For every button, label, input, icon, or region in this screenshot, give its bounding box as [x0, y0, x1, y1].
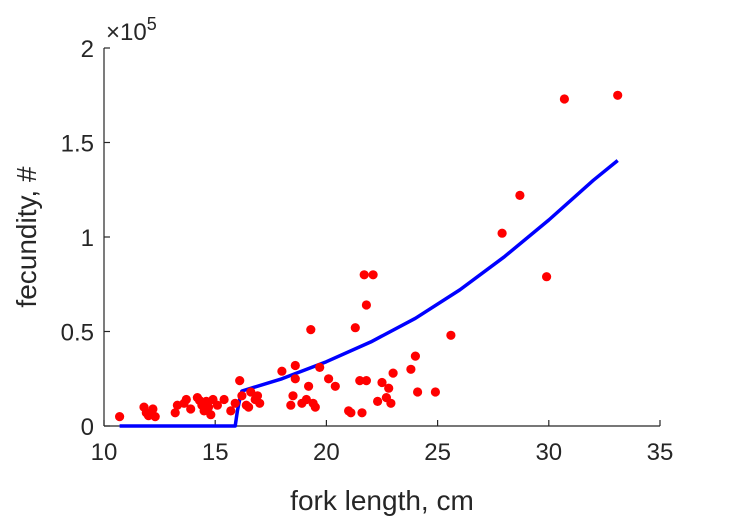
x-tick-label: 10 — [91, 439, 118, 466]
data-point — [235, 376, 245, 386]
data-point — [290, 374, 300, 384]
data-point — [212, 400, 222, 410]
data-point — [446, 330, 456, 340]
data-point — [186, 404, 196, 414]
data-point — [304, 381, 314, 391]
series-layer — [115, 90, 623, 428]
data-point — [361, 300, 371, 310]
data-point — [244, 402, 254, 412]
data-point — [315, 362, 325, 372]
y-ticks: 0 0.5 1 1.5 2 — [61, 36, 110, 441]
data-point — [330, 381, 340, 391]
data-point — [350, 323, 360, 333]
data-point — [181, 394, 191, 405]
data-point — [206, 410, 216, 420]
data-point — [430, 387, 440, 397]
data-point — [410, 351, 420, 361]
data-point — [368, 270, 378, 280]
data-point — [515, 190, 525, 200]
data-point — [413, 387, 423, 397]
data-point — [288, 391, 298, 401]
data-point — [559, 94, 570, 104]
data-point — [252, 391, 263, 401]
data-point — [406, 364, 416, 374]
data-point — [346, 408, 356, 418]
fit-curve — [119, 159, 619, 428]
data-point — [301, 394, 311, 405]
y-exponent-base: ×10 — [106, 19, 147, 46]
data-point — [388, 368, 398, 378]
x-tick-label: 20 — [313, 439, 340, 466]
data-point — [230, 398, 240, 408]
data-point — [377, 377, 387, 388]
data-point — [150, 412, 160, 422]
data-point — [148, 404, 158, 414]
data-point — [255, 398, 265, 408]
data-point — [286, 400, 296, 410]
x-axis-label: fork length, cm — [290, 485, 474, 516]
data-point — [203, 402, 214, 412]
data-point — [542, 272, 552, 282]
x-ticks: 10 15 20 25 30 35 — [91, 420, 674, 466]
data-point — [357, 408, 367, 418]
y-tick-label: 2 — [81, 36, 94, 63]
data-point — [170, 408, 180, 418]
data-point — [219, 394, 229, 405]
data-point — [384, 383, 394, 393]
y-axis-label: fecundity, # — [11, 166, 42, 308]
data-point — [246, 387, 256, 397]
data-point — [306, 325, 316, 335]
data-point — [386, 398, 396, 408]
data-point — [310, 402, 320, 412]
data-point — [497, 228, 507, 238]
data-point — [290, 360, 300, 371]
y-tick-label: 0 — [81, 414, 94, 441]
data-point — [373, 396, 383, 406]
data-point — [361, 376, 371, 386]
data-point — [277, 366, 287, 376]
data-point — [237, 391, 247, 401]
y-tick-label: 1 — [81, 225, 94, 252]
x-tick-label: 30 — [535, 439, 562, 466]
data-point — [355, 376, 365, 386]
y-exponent-power: 5 — [147, 14, 157, 34]
data-point — [613, 90, 623, 100]
data-point — [226, 406, 236, 416]
y-tick-label: 1.5 — [61, 131, 94, 158]
x-tick-label: 35 — [647, 439, 674, 466]
axes: 10 15 20 25 30 35 0 0.5 1 1.5 2 — [61, 36, 674, 466]
x-tick-label: 25 — [424, 439, 451, 466]
x-tick-label: 15 — [202, 439, 229, 466]
y-tick-label: 0.5 — [61, 320, 94, 347]
data-point — [324, 374, 334, 384]
y-exponent-label: ×105 — [106, 14, 157, 46]
data-point — [359, 270, 369, 280]
data-point — [115, 412, 125, 422]
